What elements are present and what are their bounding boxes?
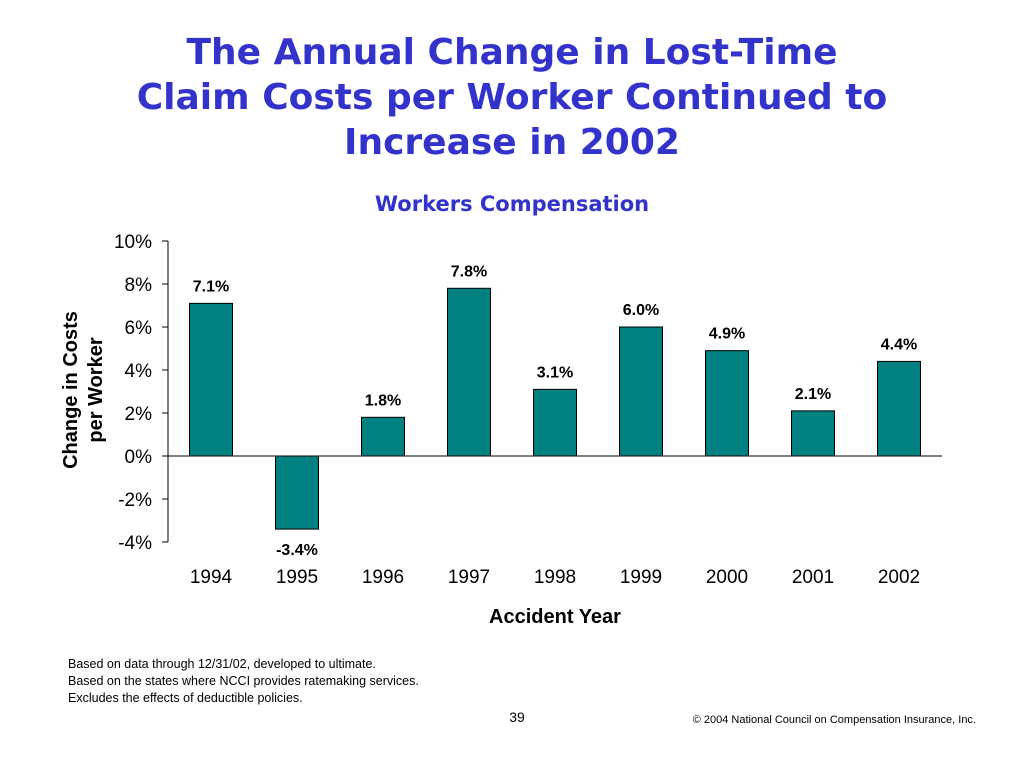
x-tick-label: 2002 <box>878 567 920 588</box>
y-tick-label: 10% <box>114 232 152 253</box>
bar <box>361 416 405 457</box>
bar <box>791 410 835 457</box>
bar <box>877 360 921 457</box>
data-label: 7.8% <box>451 263 487 280</box>
page-number: 39 <box>509 709 525 725</box>
chart-subtitle: Workers Compensation <box>374 192 650 216</box>
data-label: -3.4% <box>276 542 318 559</box>
data-label: 7.1% <box>193 278 229 295</box>
bar-chart: -4% -2% 0% 2% 4% 6% 8% 10% 7.1% 1994 -3.4% 1995 1.8%… <box>60 232 942 628</box>
footnote-3: Excludes the effects of deductible polic… <box>68 691 303 705</box>
slide-title: The Annual Change in Lost-Time Claim Cos… <box>0 30 1024 165</box>
copyright: © 2004 National Council on Compensation … <box>692 714 976 726</box>
bar <box>189 302 233 457</box>
x-axis-title: Accident Year <box>489 606 621 628</box>
data-label: 2.1% <box>795 386 831 403</box>
bar <box>533 388 577 457</box>
y-tick-label: 0% <box>125 447 153 468</box>
x-tick-label: 1999 <box>620 567 662 588</box>
title-line-2: Claim Costs per Worker Continued to <box>136 77 888 118</box>
x-tick-label: 1995 <box>276 567 318 588</box>
data-label: 4.4% <box>881 336 917 353</box>
data-label: 3.1% <box>537 364 573 381</box>
data-label: 1.8% <box>365 392 401 409</box>
x-tick-label: 1996 <box>362 567 404 588</box>
data-label: 4.9% <box>709 326 745 343</box>
footnote-2: Based on the states where NCCI provides … <box>68 674 419 688</box>
y-tick-label: 8% <box>125 275 153 296</box>
y-tick-label: -2% <box>118 490 152 511</box>
x-tick-label: 1998 <box>534 567 576 588</box>
y-tick-label: 2% <box>125 404 153 425</box>
bar <box>619 326 663 457</box>
title-line-1: The Annual Change in Lost-Time <box>186 32 838 73</box>
footnotes: Based on data through 12/31/02, develope… <box>68 656 419 707</box>
title-line-3: Increase in 2002 <box>344 122 680 163</box>
y-axis-title-line-1: Change in Costs <box>60 311 82 469</box>
y-tick-label: 4% <box>125 361 153 382</box>
x-tick-label: 1997 <box>448 567 490 588</box>
bar <box>705 350 749 457</box>
bar <box>447 287 491 457</box>
y-axis-title-line-2: per Worker <box>85 337 107 442</box>
x-tick-label: 2001 <box>792 567 834 588</box>
bar <box>275 455 319 530</box>
y-tick-label: 6% <box>125 318 153 339</box>
x-tick-label: 2000 <box>706 567 748 588</box>
footnote-1: Based on data through 12/31/02, develope… <box>68 657 376 671</box>
data-label: 6.0% <box>623 302 659 319</box>
x-tick-label: 1994 <box>190 567 233 588</box>
y-tick-label: -4% <box>118 533 152 554</box>
